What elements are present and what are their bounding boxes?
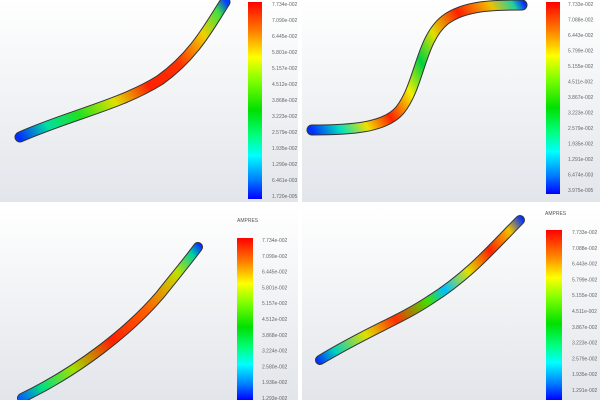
panel-2: 7.733e-002 7.088e-002 6.443e-002 5.799e-002… [302,0,600,202]
legend-label: 5.801e-002 [262,285,288,291]
legend-label: 1.291e-002 [572,388,598,394]
legend-label: 7.088e-002 [572,246,598,252]
legend-label: 1.935e-002 [272,146,298,152]
legend-label: 6.474e-003 [568,173,594,179]
color-legend-bar [546,230,562,400]
legend-label: 3.224e-002 [262,349,288,355]
legend-label: 1.290e-002 [272,162,298,168]
legend-label: 5.801e-002 [272,50,298,56]
legend-label: 2.580e-002 [262,364,288,370]
legend-label: 7.090e-002 [272,18,298,24]
legend-label: 2.579e-002 [572,356,598,362]
legend-label: 1.720e-005 [272,194,298,200]
legend-label: 3.867e-002 [568,95,594,101]
legend-label: 1.935e-002 [568,142,594,148]
legend-label: 6.443e-002 [568,33,594,39]
legend-label: 3.223e-002 [272,114,298,120]
color-legend-bar [237,238,253,400]
legend-label: 5.157e-002 [272,66,298,72]
legend-label: 3.975e-005 [568,188,594,194]
legend-label: 1.293e-002 [262,396,288,400]
legend-label: 3.867e-002 [572,325,598,331]
legend-label: 2.579e-002 [272,130,298,136]
legend-label: 3.223e-002 [568,111,594,117]
legend-label: 3.868e-002 [262,333,288,339]
legend-label: 4.511e-002 [568,80,593,86]
color-legend-bar [546,2,560,194]
panel-3: AMPRES 7.734e-002 7.090e-002 6.445e-002 5.8… [0,207,298,400]
panel-4: AMPRES 7.733e-002 7.088e-002 6.443e-002 5.7… [302,207,600,400]
legend-label: 3.868e-002 [272,98,298,104]
legend-label: 6.445e-002 [272,34,298,40]
legend-label: 1.291e-002 [568,157,594,163]
legend-label: 1.935e-002 [572,372,598,378]
legend-label: 2.579e-002 [568,126,594,132]
legend-label: 6.445e-002 [262,270,288,276]
legend-label: 7.733e-002 [568,2,594,8]
legend-label: 5.157e-002 [262,301,288,307]
legend-title: AMPRES [545,211,567,217]
legend-label: 7.734e-002 [262,238,288,244]
legend-label: 5.155e-002 [572,293,598,299]
legend-label: 6.461e-003 [272,178,298,184]
legend-title: AMPRES [237,218,259,224]
legend-label: 4.512e-002 [262,317,288,323]
legend-label: 1.936e-002 [262,380,288,386]
legend-label: 7.090e-002 [262,254,288,260]
legend-label: 3.223e-002 [572,341,598,347]
legend-label: 7.734e-002 [272,2,298,8]
legend-label: 4.512e-002 [272,82,298,88]
legend-label: 5.155e-002 [568,64,594,70]
color-legend-bar [248,2,262,199]
legend-label: 5.799e-002 [572,277,598,283]
legend-label: 7.733e-002 [572,230,598,236]
legend-label: 4.511e-002 [572,309,597,315]
legend-label: 6.443e-002 [572,262,598,268]
legend-label: 7.088e-002 [568,18,594,24]
panel-1: 7.734e-002 7.090e-002 6.445e-002 5.801e-002… [0,0,298,202]
legend-label: 5.799e-002 [568,49,594,55]
